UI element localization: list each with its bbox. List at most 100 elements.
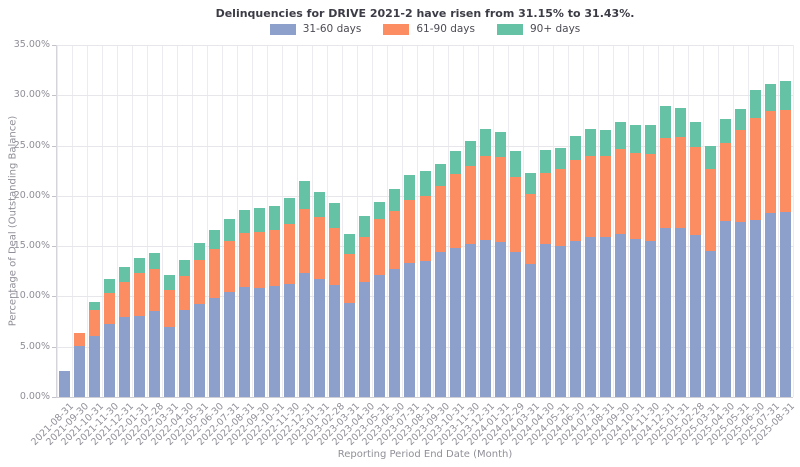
legend-label-90-plus-days: 90+ days [530, 23, 581, 35]
bar-segment-31-60-days [645, 241, 656, 397]
bar-segment-61-90-days [555, 169, 566, 246]
bar-segment-31-60-days [435, 252, 446, 397]
vertical-gridline [702, 45, 704, 397]
bar-segment-31-60-days [525, 264, 536, 397]
vertical-gridline [537, 45, 539, 397]
legend-label-61-90-days: 61-90 days [416, 23, 475, 35]
legend-item-61-90-days: 61-90 days [383, 23, 475, 35]
bar-segment-90-plus-days [450, 151, 461, 174]
vertical-gridline [717, 45, 719, 397]
bar-segment-61-90-days [254, 232, 265, 288]
vertical-gridline [732, 45, 734, 397]
legend-item-90-plus-days: 90+ days [497, 23, 580, 35]
y-tick-label: 30.00% [13, 89, 50, 101]
vertical-gridline [417, 45, 419, 397]
bar-segment-61-90-days [420, 196, 431, 261]
vertical-gridline [72, 45, 74, 397]
horizontal-gridline [57, 45, 793, 46]
bar-segment-31-60-days [630, 239, 641, 397]
vertical-gridline [252, 45, 254, 397]
bar-segment-61-90-days [119, 282, 130, 317]
bar-segment-90-plus-days [690, 122, 701, 147]
y-tick-label: 5.00% [19, 340, 50, 352]
bar-segment-90-plus-days [314, 192, 325, 217]
bar-segment-61-90-days [104, 293, 115, 324]
bar-segment-61-90-days [284, 224, 295, 284]
bar-segment-61-90-days [314, 217, 325, 279]
bar-segment-90-plus-days [329, 203, 340, 228]
bar-segment-61-90-days [374, 219, 385, 275]
bar-segment-31-60-days [299, 273, 310, 397]
bar-segment-90-plus-days [344, 234, 355, 254]
bar-segment-31-60-days [765, 213, 776, 397]
bar-segment-61-90-days [435, 186, 446, 252]
vertical-gridline [672, 45, 674, 397]
legend-item-31-60-days: 31-60 days [269, 23, 362, 35]
bar-segment-90-plus-days [675, 108, 686, 137]
bar-segment-61-90-days [570, 160, 581, 241]
y-tick-label: 25.00% [13, 139, 50, 151]
bar-segment-31-60-days [540, 244, 551, 397]
x-axis-title: Reporting Period End Date (Month) [337, 449, 513, 460]
bar-segment-90-plus-days [525, 173, 536, 194]
bar-segment-31-60-days [389, 269, 400, 397]
vertical-gridline [777, 45, 779, 397]
y-tick-mark [52, 146, 56, 147]
vertical-gridline [132, 45, 134, 397]
y-tick-mark [52, 45, 56, 46]
bar-segment-90-plus-days [540, 150, 551, 173]
bar-segment-90-plus-days [374, 202, 385, 219]
bar-segment-61-90-days [179, 276, 190, 310]
vertical-gridline [312, 45, 314, 397]
bar-segment-90-plus-days [179, 260, 190, 276]
bar-segment-31-60-days [359, 282, 370, 397]
vertical-gridline [552, 45, 554, 397]
bar-segment-61-90-days [645, 154, 656, 241]
y-tick-mark [52, 95, 56, 96]
y-tick-mark [52, 347, 56, 348]
bar-segment-90-plus-days [164, 275, 175, 290]
bar-segment-31-60-days [675, 228, 686, 397]
bar-segment-31-60-days [465, 244, 476, 397]
bar-segment-61-90-days [615, 149, 626, 234]
bar-segment-31-60-days [690, 235, 701, 397]
bar-segment-31-60-days [104, 324, 115, 397]
bar-segment-31-60-days [239, 287, 250, 397]
bar-segment-61-90-days [149, 269, 160, 311]
vertical-gridline [657, 45, 659, 397]
bar-segment-61-90-days [765, 111, 776, 213]
bar-segment-31-60-days [510, 252, 521, 397]
bar-segment-31-60-days [269, 286, 280, 397]
bar-segment-90-plus-days [435, 164, 446, 186]
bar-segment-90-plus-days [254, 208, 265, 232]
bar-segment-31-60-days [600, 237, 611, 397]
bar-segment-90-plus-days [630, 125, 641, 153]
bar-segment-90-plus-days [149, 253, 160, 269]
bar-segment-31-60-days [780, 212, 791, 397]
vertical-gridline [327, 45, 329, 397]
bar-segment-61-90-days [690, 147, 701, 235]
bar-segment-31-60-days [555, 246, 566, 397]
legend-label-31-60-days: 31-60 days [302, 23, 362, 35]
vertical-gridline [462, 45, 464, 397]
bar-segment-90-plus-days [510, 151, 521, 177]
bar-segment-31-60-days [89, 336, 100, 397]
vertical-gridline [237, 45, 239, 397]
bar-segment-90-plus-days [89, 302, 100, 310]
vertical-gridline [192, 45, 194, 397]
bar-segment-31-60-days [720, 221, 731, 397]
bar-segment-90-plus-days [420, 171, 431, 196]
vertical-gridline [117, 45, 119, 397]
bar-segment-31-60-days [374, 275, 385, 397]
legend-swatch-31-60-days-icon [269, 23, 296, 35]
y-tick-mark [52, 196, 56, 197]
legend-swatch-61-90-days-icon [383, 23, 410, 35]
vertical-gridline [582, 45, 584, 397]
bar-segment-61-90-days [510, 177, 521, 252]
bar-segment-61-90-days [585, 156, 596, 237]
bar-segment-90-plus-days [299, 181, 310, 209]
bar-segment-31-60-days [224, 292, 235, 397]
bar-segment-90-plus-days [239, 210, 250, 233]
bar-segment-31-60-days [149, 311, 160, 397]
